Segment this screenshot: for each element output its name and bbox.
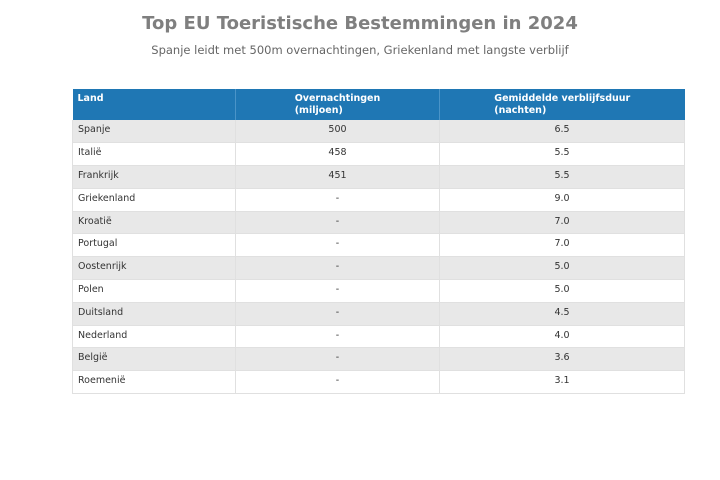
cell-stay: 5.0 — [439, 279, 685, 303]
cell-country: Portugal — [72, 233, 236, 258]
header-country: Land — [72, 89, 236, 120]
cell-country: Frankrijk — [72, 165, 236, 189]
table-row: Kroatië -7.0 — [72, 211, 685, 235]
table-row: Duitsland -4.5 — [72, 302, 685, 326]
cell-country: Duitsland — [72, 302, 236, 326]
cell-nights: - — [235, 211, 440, 235]
cell-stay: 5.5 — [439, 142, 685, 167]
cell-nights: 500 — [235, 120, 440, 144]
table-row: Oostenrijk -5.0 — [72, 256, 685, 281]
cell-stay: 4.5 — [439, 302, 685, 326]
chart-title: Top EU Toeristische Bestemmingen in 2024 — [142, 13, 578, 34]
cell-stay: 4.0 — [439, 325, 685, 349]
cell-nights: - — [235, 188, 440, 212]
header-nights-unit: (miljoen) — [294, 105, 343, 116]
header-nights-label: Overnachtingen — [294, 93, 381, 104]
cell-stay: 9.0 — [439, 188, 685, 212]
table-row: Frankrijk 451 5.5 — [72, 165, 685, 189]
header-stay: Gemiddelde verblijfsduur (nachten) — [439, 89, 685, 120]
header-nights: Overnachtingen (miljoen) — [235, 89, 440, 120]
cell-country: Nederland — [72, 325, 236, 349]
cell-country: Spanje — [72, 120, 236, 144]
header-stay-label: Gemiddelde verblijfsduur — [494, 93, 631, 104]
data-table: Land Overnachtingen (miljoen) Gemiddelde… — [72, 89, 685, 395]
cell-stay: 7.0 — [439, 211, 685, 235]
cell-nights: - — [235, 347, 440, 372]
cell-nights: - — [235, 256, 440, 281]
cell-stay: 5.0 — [439, 256, 685, 281]
header-stay-unit: (nachten) — [494, 105, 547, 116]
cell-country: Griekenland — [72, 188, 236, 212]
table-header-row: Land Overnachtingen (miljoen) Gemiddelde… — [72, 89, 685, 120]
table-row: Portugal -7.0 — [72, 233, 685, 258]
table-row: Roemenië -3.1 — [72, 370, 685, 395]
table-row: Spanje 500 6.5 — [72, 120, 685, 144]
cell-stay: 7.0 — [439, 233, 685, 258]
cell-nights: 451 — [235, 165, 440, 189]
cell-nights: - — [235, 325, 440, 349]
cell-country: Kroatië — [72, 211, 236, 235]
cell-stay: 5.5 — [439, 165, 685, 189]
cell-country: België — [72, 347, 236, 372]
header-country-label: Land — [77, 93, 104, 104]
cell-stay: 3.1 — [439, 370, 685, 395]
cell-stay: 3.6 — [439, 347, 685, 372]
table-row: Polen -5.0 — [72, 279, 685, 303]
cell-nights: - — [235, 233, 440, 258]
cell-nights: - — [235, 279, 440, 303]
table-body: Spanje 500 6.5 Italië 458 5.5 Frankrijk 451 5.5 G… — [72, 120, 685, 395]
table-row: Italië 458 5.5 — [72, 142, 685, 167]
cell-nights: - — [235, 302, 440, 326]
cell-nights: 458 — [235, 142, 440, 167]
cell-country: Polen — [72, 279, 236, 303]
table-row: Griekenland -9.0 — [72, 188, 685, 212]
cell-stay: 6.5 — [439, 120, 685, 144]
table-row: België -3.6 — [72, 347, 685, 372]
chart-subtitle: Spanje leidt met 500m overnachtingen, Gr… — [151, 43, 569, 57]
cell-country: Oostenrijk — [72, 256, 236, 281]
cell-nights: - — [235, 370, 440, 395]
table-row: Nederland -4.0 — [72, 325, 685, 349]
cell-country: Roemenië — [72, 370, 236, 395]
cell-country: Italië — [72, 142, 236, 167]
